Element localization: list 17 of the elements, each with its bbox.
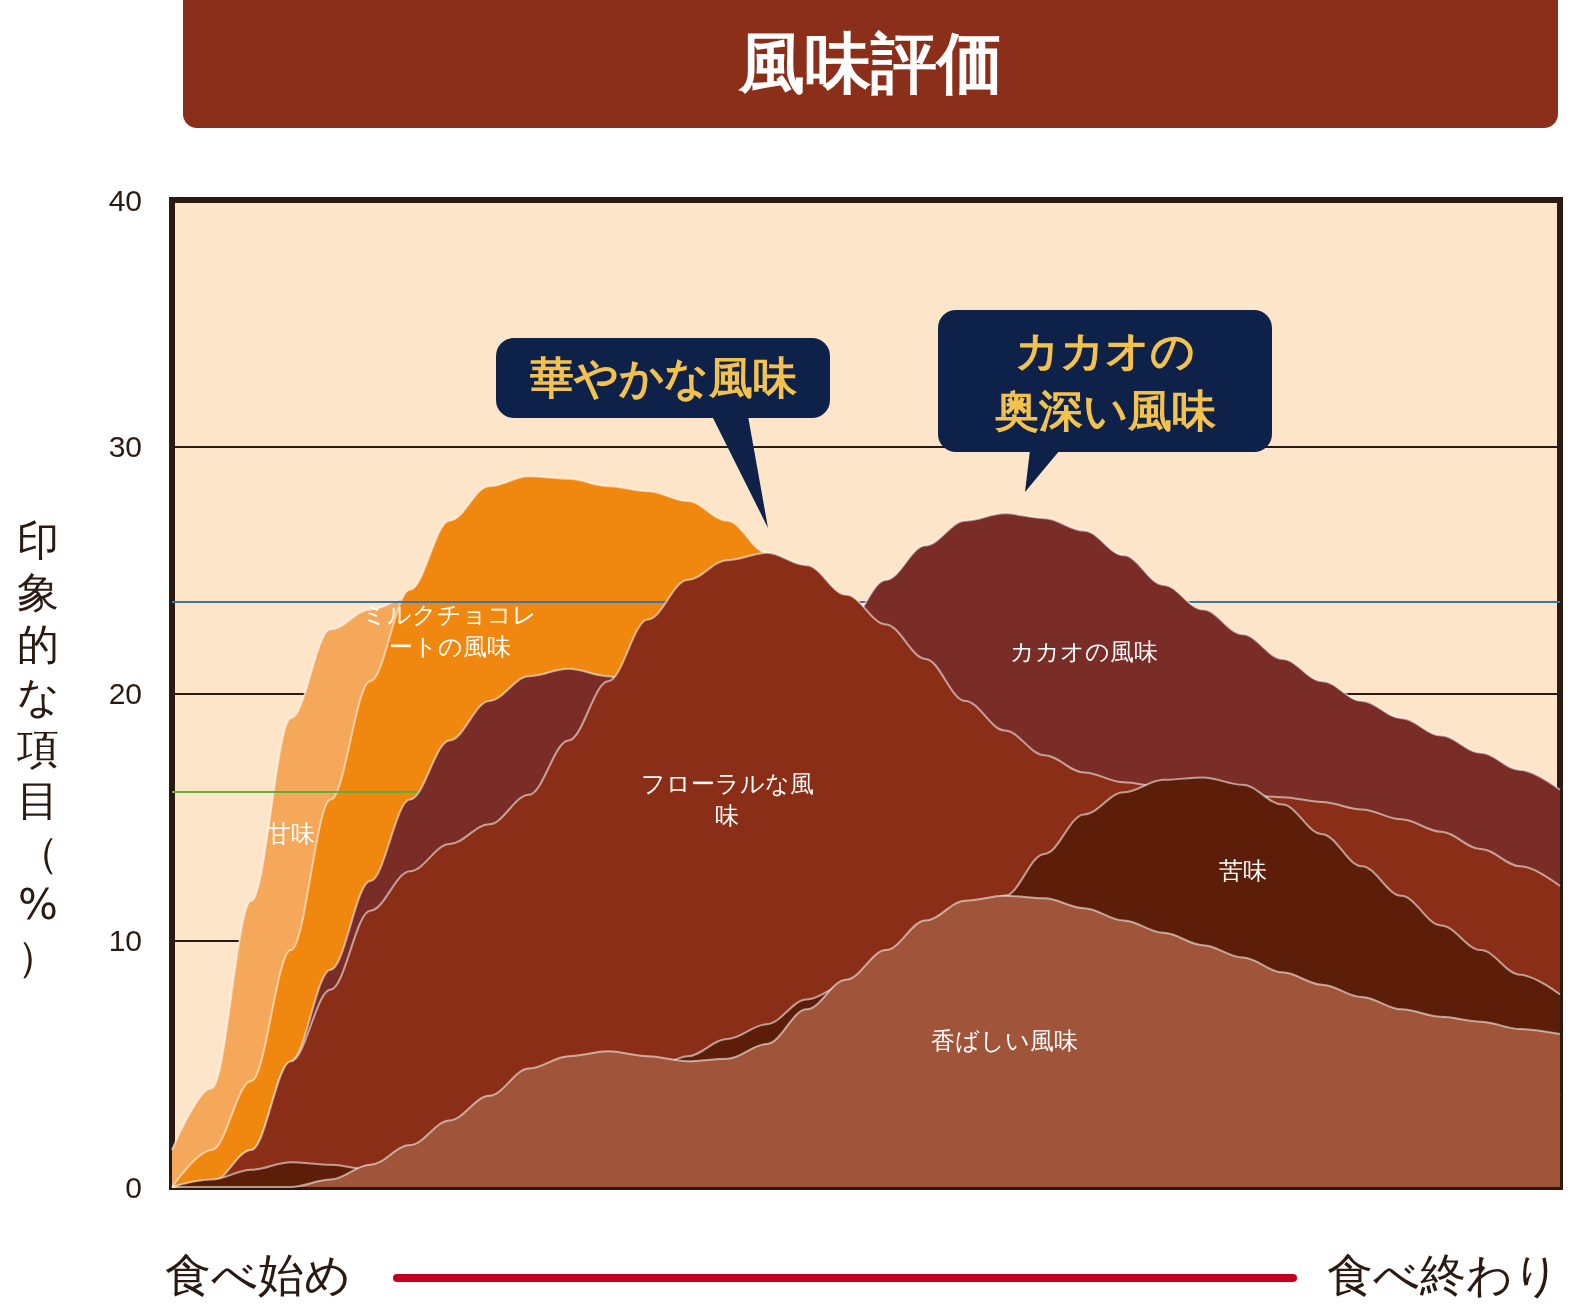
text: 食べ始め [165,1247,351,1304]
y-tick-label: 40 [108,183,142,217]
y-tick-label: 30 [108,430,142,464]
text: 食べ終わり [1327,1247,1560,1304]
text: 印象的な項目（%） [16,516,60,981]
y-tick-label: 20 [108,677,142,710]
speech-bubble: 華やかな風味 [496,338,830,530]
annotation: カカオの奥深い風味 [993,324,1217,438]
series-label: カカオの風味 [1010,637,1159,666]
series-label: 甘味 [266,820,315,849]
series-label: 苦味 [1218,857,1267,886]
chart-title: 風味評価 [183,0,1558,128]
series-label: 香ばしい風味 [931,1027,1079,1056]
y-tick-label: 10 [108,923,142,957]
y-tick-label: 0 [125,1170,142,1204]
annotation: 華やかな風味 [529,351,797,405]
series-label: フローラルな風味 [640,769,814,830]
